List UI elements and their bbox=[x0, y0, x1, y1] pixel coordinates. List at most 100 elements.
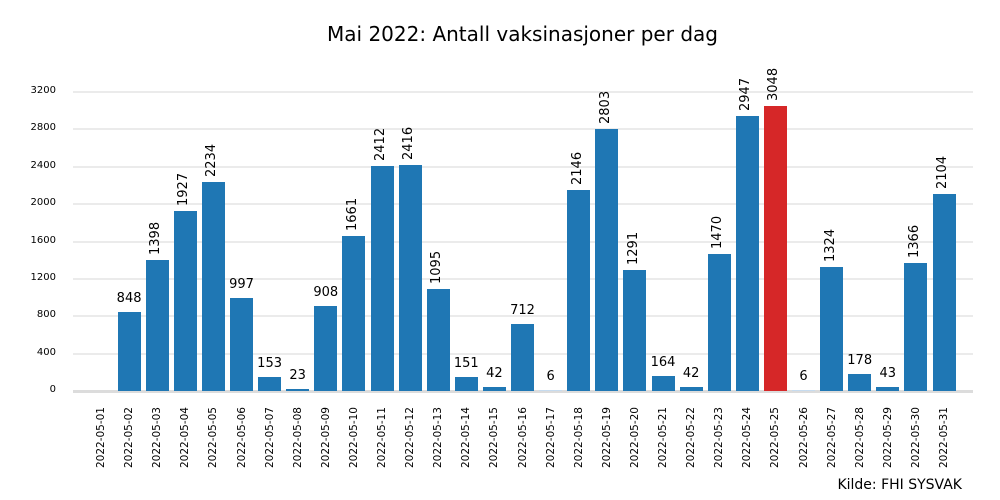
x-tick-label: 2022-05-07 bbox=[263, 407, 276, 469]
gridline bbox=[73, 277, 973, 280]
x-tick-label: 2022-05-22 bbox=[685, 407, 698, 469]
value-label: 1470 bbox=[710, 215, 726, 249]
x-tick-label: 2022-05-10 bbox=[347, 407, 360, 469]
x-tick-label: 2022-05-06 bbox=[235, 407, 248, 469]
value-label: 2412 bbox=[373, 127, 388, 161]
x-tick-label: 2022-05-18 bbox=[572, 407, 585, 469]
x-tick-label: 2022-05-20 bbox=[628, 407, 641, 469]
gridline bbox=[73, 203, 973, 206]
value-label: 2146 bbox=[569, 152, 585, 186]
bar bbox=[735, 115, 759, 391]
bar bbox=[173, 210, 197, 391]
gridline bbox=[73, 315, 973, 318]
bar bbox=[876, 386, 900, 391]
value-label: 42 bbox=[486, 366, 503, 382]
bar bbox=[595, 129, 619, 391]
x-tick-label: 2022-05-19 bbox=[600, 407, 613, 469]
bar bbox=[342, 235, 366, 391]
y-tick-label: 3200 bbox=[30, 85, 56, 96]
bar bbox=[539, 389, 563, 391]
bar bbox=[623, 270, 647, 391]
x-tick-label: 2022-05-29 bbox=[881, 407, 894, 469]
x-tick-label: 2022-05-28 bbox=[853, 407, 866, 469]
bar bbox=[651, 375, 675, 391]
y-tick-label: 1600 bbox=[30, 234, 56, 246]
x-tick-label: 2022-05-23 bbox=[713, 407, 726, 469]
y-tick-label: 2400 bbox=[30, 159, 56, 171]
x-tick-label: 2022-05-17 bbox=[544, 407, 557, 469]
x-tick-label: 2022-05-11 bbox=[376, 407, 388, 469]
value-label: 2803 bbox=[597, 91, 613, 125]
bar bbox=[679, 387, 703, 391]
bar bbox=[230, 297, 253, 391]
bar bbox=[482, 387, 506, 391]
bar bbox=[117, 311, 141, 391]
bar bbox=[763, 106, 787, 391]
value-label: 908 bbox=[313, 285, 339, 301]
value-label: 997 bbox=[229, 276, 254, 292]
value-label: 1927 bbox=[176, 172, 192, 206]
x-axis-baseline bbox=[73, 390, 973, 393]
x-tick-label: 2022-05-04 bbox=[179, 407, 192, 469]
value-label: 151 bbox=[453, 355, 479, 371]
gridline bbox=[73, 240, 973, 243]
value-label: 1366 bbox=[906, 225, 922, 259]
x-tick-label: 2022-05-08 bbox=[291, 407, 304, 469]
value-label: 2104 bbox=[935, 156, 950, 190]
value-label: 1398 bbox=[148, 222, 164, 256]
bar bbox=[792, 389, 815, 391]
value-label: 1291 bbox=[625, 232, 641, 266]
bar bbox=[201, 182, 225, 391]
bar bbox=[932, 194, 956, 391]
bar bbox=[707, 253, 731, 391]
bar bbox=[511, 324, 534, 391]
gridline bbox=[73, 128, 973, 131]
x-tick-label: 2022-05-30 bbox=[909, 407, 922, 469]
source-note: Kilde: FHI SYSVAK bbox=[837, 477, 962, 493]
value-label: 6 bbox=[546, 369, 555, 385]
value-label: 848 bbox=[116, 290, 142, 306]
x-tick-label: 2022-05-24 bbox=[741, 407, 754, 469]
x-tick-label: 2022-05-27 bbox=[825, 407, 838, 469]
value-label: 164 bbox=[650, 354, 676, 370]
bar bbox=[258, 376, 282, 391]
value-label: 1095 bbox=[429, 250, 445, 284]
bar bbox=[145, 260, 169, 391]
value-label: 2234 bbox=[204, 144, 220, 178]
y-tick-label: 2800 bbox=[30, 122, 56, 134]
x-tick-label: 2022-05-25 bbox=[769, 407, 782, 469]
bar bbox=[454, 376, 478, 391]
chart-title: Mai 2022: Antall vaksinasjoner per dag bbox=[327, 22, 718, 46]
value-label: 712 bbox=[510, 303, 535, 319]
value-label: 6 bbox=[799, 369, 808, 385]
bar bbox=[370, 165, 394, 391]
value-label: 42 bbox=[682, 366, 700, 382]
x-tick-label: 2022-05-31 bbox=[938, 407, 950, 469]
x-tick-label: 2022-05-09 bbox=[319, 407, 332, 469]
bar bbox=[820, 267, 844, 391]
x-tick-label: 2022-05-16 bbox=[516, 407, 529, 469]
y-tick-label: 400 bbox=[36, 346, 56, 358]
y-tick-label: 800 bbox=[36, 309, 56, 321]
value-label: 43 bbox=[879, 365, 897, 381]
value-label: 23 bbox=[289, 367, 306, 383]
bar bbox=[567, 190, 591, 391]
value-label: 1661 bbox=[344, 197, 360, 231]
bar bbox=[286, 388, 310, 391]
value-label: 2947 bbox=[738, 77, 754, 111]
gridline bbox=[73, 91, 973, 93]
value-label: 153 bbox=[257, 355, 283, 371]
x-tick-label: 2022-05-15 bbox=[488, 407, 501, 469]
x-tick-label: 2022-05-13 bbox=[432, 407, 445, 469]
x-tick-label: 2022-05-02 bbox=[123, 407, 136, 469]
value-label: 3048 bbox=[766, 68, 782, 102]
bar bbox=[398, 165, 422, 391]
y-tick-label: 1200 bbox=[30, 271, 56, 283]
bar bbox=[314, 306, 338, 391]
bar bbox=[426, 288, 450, 391]
value-label: 2416 bbox=[401, 127, 417, 161]
bar bbox=[848, 374, 872, 391]
bar bbox=[904, 263, 928, 391]
x-tick-label: 2022-05-12 bbox=[404, 407, 417, 469]
